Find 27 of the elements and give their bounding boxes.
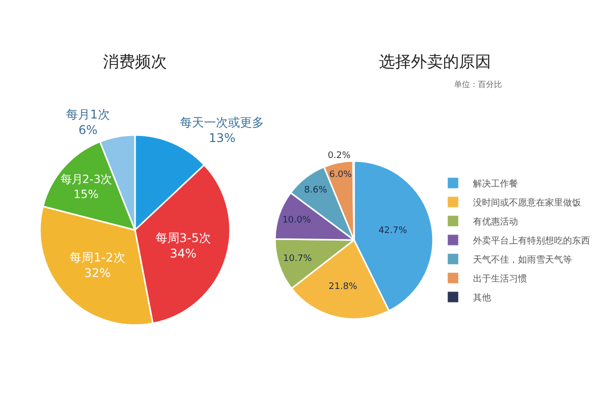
text: 单位：百分比 <box>454 80 502 89</box>
slice-label: 每周1-2次 <box>70 250 126 264</box>
data-label: 6.0% <box>329 170 352 180</box>
data-label: 6% <box>78 123 98 138</box>
slice-label: 每月2-3次 <box>60 173 112 186</box>
data-label: 0.2% <box>328 151 352 161</box>
legend-label: 其他 <box>473 292 491 304</box>
chart-title: 选择外卖的原因 <box>379 52 491 72</box>
legend-label: 出于生活习惯 <box>473 274 527 285</box>
data-label: 42.7% <box>378 226 408 236</box>
legend-label: 天气不佳，如雨雪天气等 <box>473 254 572 266</box>
slice-label: 每月1次 <box>66 108 110 122</box>
legend-label: 外卖平台上有特别想吃的东西 <box>473 236 590 247</box>
legend-label: 有优惠活动 <box>473 216 518 228</box>
slice-label: 每周3-5次 <box>155 230 211 245</box>
data-label: 32% <box>84 266 111 280</box>
data-label: 10.0% <box>282 216 312 226</box>
data-label: 13% <box>208 131 236 146</box>
data-label: 10.7% <box>283 254 312 264</box>
legend-label: 解决工作餐 <box>473 178 518 190</box>
data-label: 15% <box>73 188 99 201</box>
chart-title: 消费频次 <box>103 52 167 72</box>
data-label: 8.6% <box>304 186 328 196</box>
slice-label: 每天一次或更多 <box>180 116 264 130</box>
data-label: 34% <box>170 246 196 260</box>
legend-label: 没时间或不愿意在家里做饭 <box>473 198 581 209</box>
data-label: 21.8% <box>328 282 358 292</box>
